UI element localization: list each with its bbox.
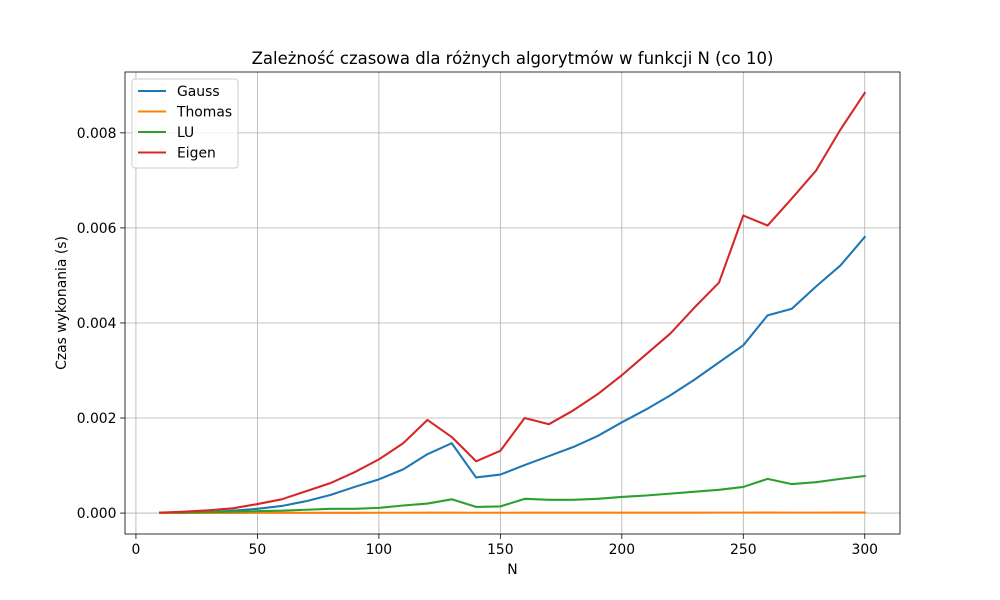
y-tick-label: 0.006 [77,221,117,237]
legend-label: Thomas [176,105,232,121]
x-tick-label: 0 [132,542,141,558]
legend-label: Gauss [177,84,220,100]
legend-label: Eigen [177,146,216,162]
y-tick-label: 0.008 [77,126,117,142]
series-line-gauss [159,235,867,514]
x-tick-label: 150 [487,542,514,558]
x-tick-label: 300 [852,542,879,558]
y-axis-label: Czas wykonania (s) [54,236,70,370]
y-tick-label: 0.000 [77,506,117,522]
series-line-eigen [159,91,867,514]
legend-item-gauss: Gauss [138,84,220,100]
y-tick-label: 0.004 [77,316,117,332]
legend-item-eigen: Eigen [138,146,216,162]
axis-ticks: 0 50 100 150 200 250 300 0.000 0.002 0.004 0.006 0.… [77,126,878,558]
x-tick-label: 250 [730,542,757,558]
series-line-lu [159,474,866,514]
axes-frame [124,71,901,535]
legend: Gauss Thomas LU Eigen [131,78,239,169]
legend-frame [131,78,239,169]
x-tick-label: 100 [366,542,393,558]
legend-label: LU [177,125,194,141]
x-axis-label: N [507,562,517,578]
legend-item-thomas: Thomas [138,105,232,121]
x-tick-label: 50 [249,542,267,558]
y-tick-label: 0.002 [77,411,117,427]
series-lines [159,91,867,514]
x-tick-label: 200 [609,542,636,558]
chart-title: Zależność czasowa dla różnych algorytmów… [252,49,774,68]
legend-item-lu: LU [138,125,194,141]
